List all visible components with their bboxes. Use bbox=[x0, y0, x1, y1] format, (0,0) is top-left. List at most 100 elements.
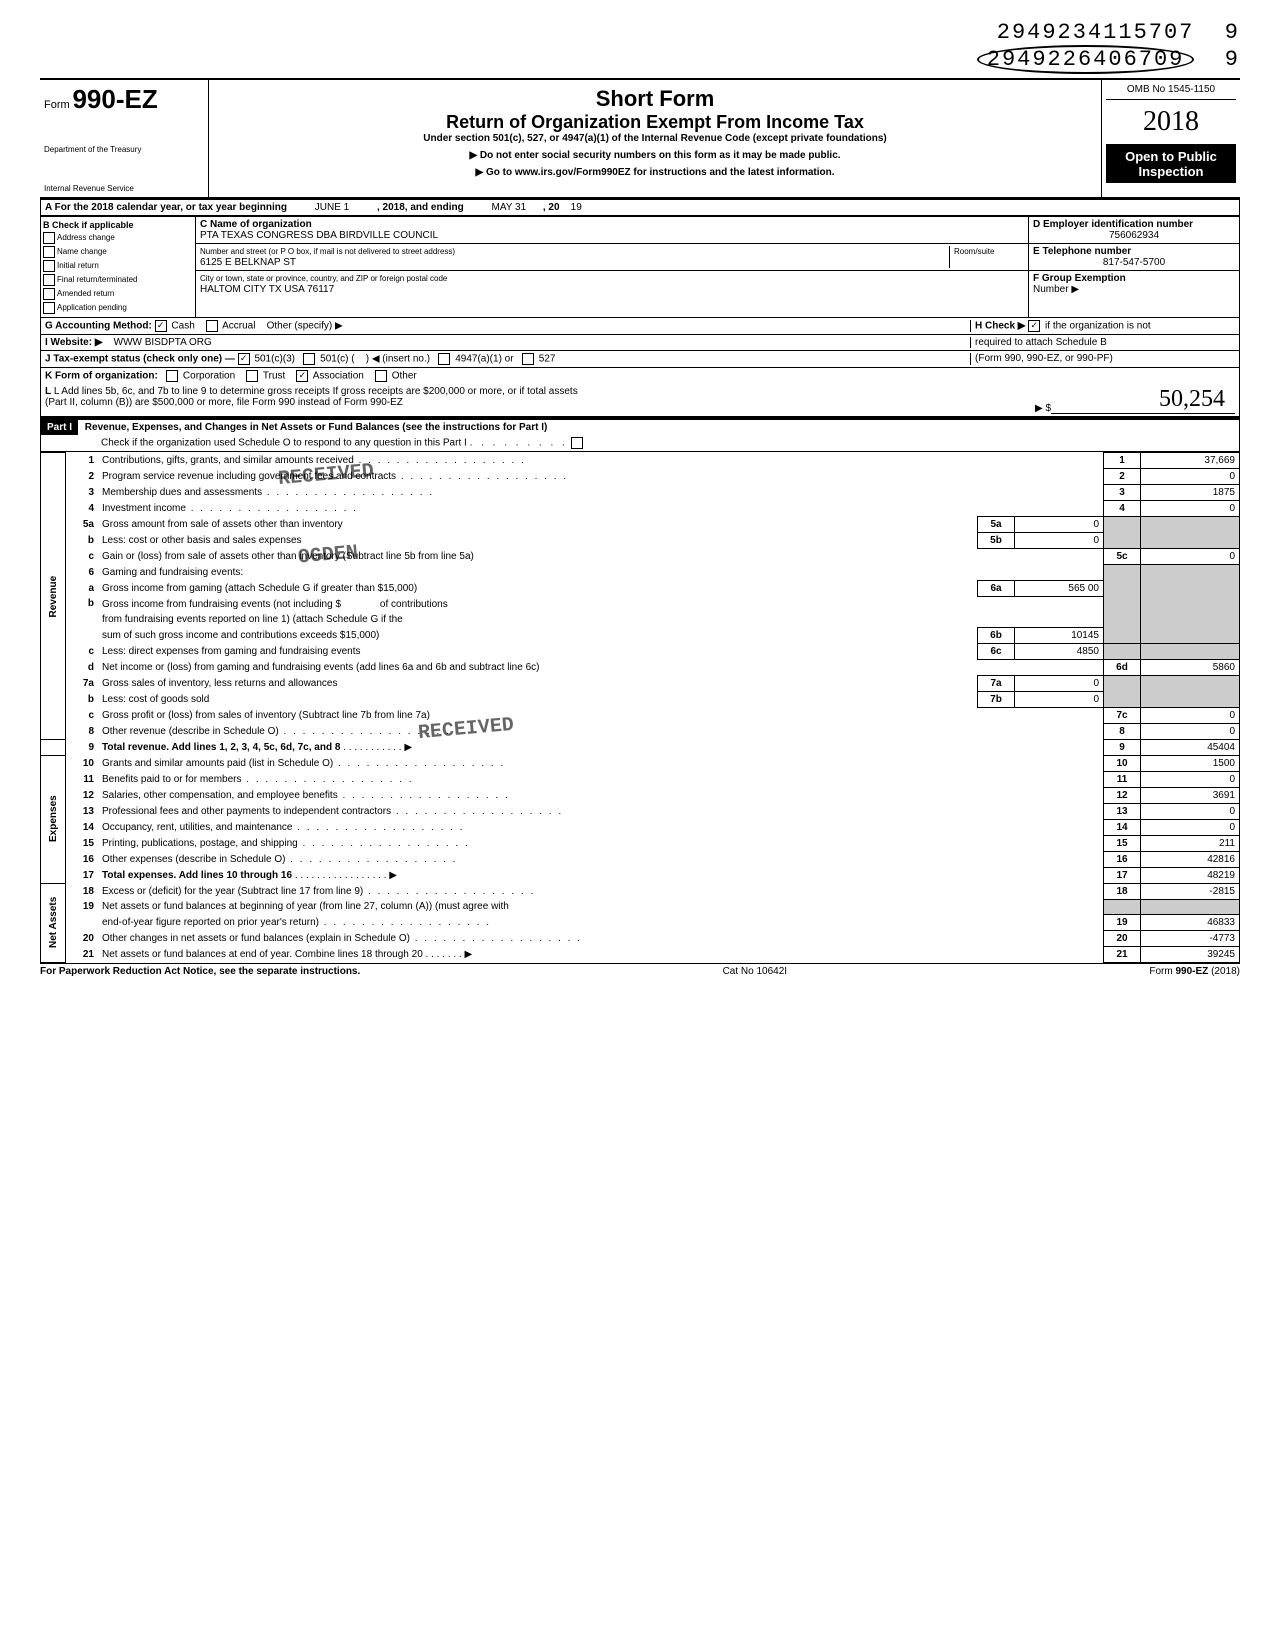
row-a-tax-year: A For the 2018 calendar year, or tax yea… bbox=[40, 199, 1240, 216]
check-final-return[interactable]: Final return/terminated bbox=[43, 273, 193, 287]
val-7a: 0 bbox=[1015, 675, 1104, 691]
side-label-revenue: Revenue bbox=[41, 453, 66, 740]
val-7c: 0 bbox=[1141, 707, 1240, 723]
line-4: 4 Investment income 4 0 bbox=[41, 501, 1240, 517]
line-7a: 7a Gross sales of inventory, less return… bbox=[41, 675, 1240, 691]
stamp-number-1: 2949234115707 bbox=[997, 20, 1195, 45]
line-3: 3 Membership dues and assessments 3 1875 bbox=[41, 485, 1240, 501]
val-1: 37,669 bbox=[1141, 453, 1240, 469]
tax-year-end: MAY 31 bbox=[492, 202, 527, 213]
line-5c: c Gain or (loss) from sale of assets oth… bbox=[41, 549, 1240, 565]
line-6b-3: sum of such gross income and contributio… bbox=[41, 627, 1240, 643]
check-amended[interactable]: Amended return bbox=[43, 287, 193, 301]
website: WWW BISDPTA ORG bbox=[114, 337, 212, 348]
line-20: 20 Other changes in net assets or fund b… bbox=[41, 930, 1240, 946]
check-other-org[interactable] bbox=[375, 370, 387, 382]
val-9: 45404 bbox=[1141, 739, 1240, 755]
line-14: 14 Occupancy, rent, utilities, and maint… bbox=[41, 819, 1240, 835]
part-1-header: Part I Revenue, Expenses, and Changes in… bbox=[40, 418, 1240, 452]
tax-year: 2018 bbox=[1106, 100, 1236, 145]
check-assoc[interactable]: ✓ bbox=[296, 370, 308, 382]
line-16: 16 Other expenses (describe in Schedule … bbox=[41, 851, 1240, 867]
val-5b: 0 bbox=[1015, 533, 1104, 549]
footer-right: Form 990-EZ (2018) bbox=[1149, 966, 1240, 977]
omb-number: OMB No 1545-1150 bbox=[1106, 84, 1236, 100]
val-8: 0 bbox=[1141, 723, 1240, 739]
side-label-expenses: Expenses bbox=[41, 755, 66, 883]
line-15: 15 Printing, publications, postage, and … bbox=[41, 835, 1240, 851]
val-5c: 0 bbox=[1141, 549, 1240, 565]
val-6b: 10145 bbox=[1015, 627, 1104, 643]
line-6b-2: from fundraising events reported on line… bbox=[41, 612, 1240, 628]
check-4947[interactable] bbox=[438, 353, 450, 365]
val-15: 211 bbox=[1141, 835, 1240, 851]
section-c-name-address: C Name of organization PTA TEXAS CONGRES… bbox=[196, 217, 1028, 317]
short-form-title: Short Form bbox=[215, 86, 1095, 112]
check-pending[interactable]: Application pending bbox=[43, 301, 193, 315]
line-10: Expenses 10 Grants and similar amounts p… bbox=[41, 755, 1240, 771]
line-5b: b Less: cost or other basis and sales ex… bbox=[41, 533, 1240, 549]
line-6: 6 Gaming and fundraising events: bbox=[41, 565, 1240, 581]
check-cash[interactable]: ✓ bbox=[155, 320, 167, 332]
line-1: Revenue 1 Contributions, gifts, grants, … bbox=[41, 453, 1240, 469]
stamp-number-2: 2949226406709 bbox=[977, 45, 1195, 74]
check-h[interactable]: ✓ bbox=[1028, 320, 1040, 332]
line-5a: 5a Gross amount from sale of assets othe… bbox=[41, 517, 1240, 533]
check-address-change[interactable]: Address change bbox=[43, 231, 193, 245]
footer-center: Cat No 10642I bbox=[723, 966, 788, 977]
val-13: 0 bbox=[1141, 803, 1240, 819]
header-center: Short Form Return of Organization Exempt… bbox=[209, 80, 1101, 197]
val-5a: 0 bbox=[1015, 517, 1104, 533]
val-6c: 4850 bbox=[1015, 643, 1104, 659]
subtitle: Under section 501(c), 527, or 4947(a)(1)… bbox=[215, 133, 1095, 144]
ein: 756062934 bbox=[1033, 230, 1235, 241]
line-19a: 19 Net assets or fund balances at beginn… bbox=[41, 899, 1240, 914]
phone: 817-547-5700 bbox=[1033, 257, 1235, 268]
line-6a: a Gross income from gaming (attach Sched… bbox=[41, 580, 1240, 596]
header-left: Form 990-EZ Department of the Treasury I… bbox=[40, 80, 209, 197]
org-address: 6125 E BELKNAP ST bbox=[200, 257, 296, 268]
val-14: 0 bbox=[1141, 819, 1240, 835]
form-prefix: Form bbox=[44, 99, 70, 111]
check-schedule-o[interactable] bbox=[571, 437, 583, 449]
tax-year-yy: 19 bbox=[571, 202, 582, 213]
section-b-checkboxes: B Check if applicable Address change Nam… bbox=[41, 217, 196, 317]
line-7b: b Less: cost of goods sold 7b 0 bbox=[41, 691, 1240, 707]
val-2: 0 bbox=[1141, 469, 1240, 485]
line-21: 21 Net assets or fund balances at end of… bbox=[41, 946, 1240, 962]
val-20: -4773 bbox=[1141, 930, 1240, 946]
gross-receipts-amount: 50,254 bbox=[1159, 386, 1225, 412]
val-18: -2815 bbox=[1141, 883, 1240, 899]
check-501c[interactable] bbox=[303, 353, 315, 365]
check-name-change[interactable]: Name change bbox=[43, 245, 193, 259]
check-501c3[interactable]: ✓ bbox=[238, 353, 250, 365]
row-j-tax-status: J Tax-exempt status (check only one) — ✓… bbox=[40, 351, 1240, 368]
row-k-form-org: K Form of organization: Corporation Trus… bbox=[40, 368, 1240, 384]
val-17: 48219 bbox=[1141, 867, 1240, 883]
line-7c: c Gross profit or (loss) from sales of i… bbox=[41, 707, 1240, 723]
val-6d: 5860 bbox=[1141, 659, 1240, 675]
val-19: 46833 bbox=[1141, 914, 1240, 930]
org-info-section: B Check if applicable Address change Nam… bbox=[40, 216, 1240, 318]
val-16: 42816 bbox=[1141, 851, 1240, 867]
page-footer: For Paperwork Reduction Act Notice, see … bbox=[40, 963, 1240, 977]
line-6d: d Net income or (loss) from gaming and f… bbox=[41, 659, 1240, 675]
line-12: 12 Salaries, other compensation, and emp… bbox=[41, 787, 1240, 803]
check-trust[interactable] bbox=[246, 370, 258, 382]
line-17: 17 Total expenses. Add lines 10 through … bbox=[41, 867, 1240, 883]
return-title: Return of Organization Exempt From Incom… bbox=[215, 112, 1095, 133]
header-right: OMB No 1545-1150 2018 Open to Public Ins… bbox=[1101, 80, 1240, 197]
check-initial-return[interactable]: Initial return bbox=[43, 259, 193, 273]
check-corp[interactable] bbox=[166, 370, 178, 382]
val-7b: 0 bbox=[1015, 691, 1104, 707]
top-stamped-numbers: 2949234115707 9 2949226406709 9 bbox=[40, 20, 1240, 74]
val-3: 1875 bbox=[1141, 485, 1240, 501]
instruction-2: ▶ Go to www.irs.gov/Form990EZ for instru… bbox=[215, 167, 1095, 178]
check-accrual[interactable] bbox=[206, 320, 218, 332]
part-1-lines-table: Revenue 1 Contributions, gifts, grants, … bbox=[40, 452, 1240, 963]
form-header: Form 990-EZ Department of the Treasury I… bbox=[40, 78, 1240, 199]
check-527[interactable] bbox=[522, 353, 534, 365]
line-13: 13 Professional fees and other payments … bbox=[41, 803, 1240, 819]
row-i-website: I Website: ▶ WWW BISDPTA ORG required to… bbox=[40, 335, 1240, 351]
form-number: 990-EZ bbox=[72, 84, 157, 114]
